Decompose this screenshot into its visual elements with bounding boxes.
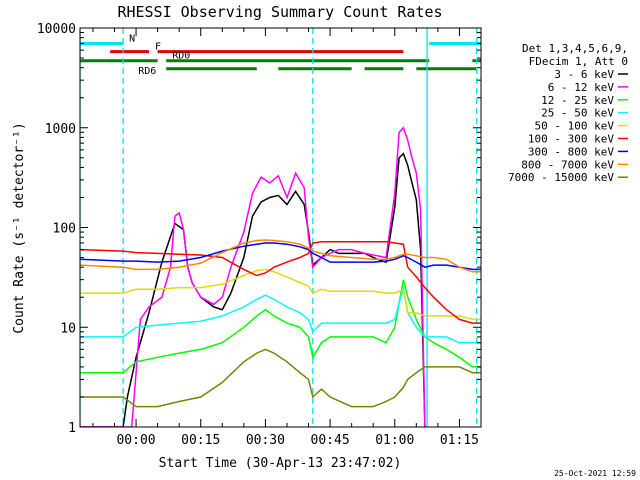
- legend-header: FDecim 1, Att 0: [529, 55, 628, 68]
- series-line: [80, 242, 481, 271]
- y-tick-label: 100: [53, 222, 76, 237]
- legend-entry: 800 - 7000 keV: [521, 158, 614, 171]
- x-tick-label: 00:15: [181, 433, 220, 448]
- legend-entry: 25 - 50 keV: [541, 107, 614, 120]
- legend-entry: 300 - 800 keV: [528, 145, 614, 158]
- series-line: [80, 152, 426, 427]
- flag-label: N: [129, 33, 135, 44]
- series-line: [80, 279, 481, 374]
- legend-entry: 6 - 12 keV: [548, 81, 615, 94]
- series-line: [80, 268, 481, 321]
- legend-header: Det 1,3,4,5,6,9,: [522, 42, 628, 55]
- series-line: [80, 239, 481, 273]
- legend-entry: 12 - 25 keV: [541, 94, 614, 107]
- series-line: [80, 126, 426, 427]
- y-tick-label: 10000: [37, 22, 76, 37]
- vertical-markers: [80, 28, 478, 427]
- x-tick-label: 00:30: [246, 433, 285, 448]
- series-line: [80, 348, 481, 408]
- x-tick-label: 01:00: [375, 433, 414, 448]
- flag-label: RD0: [172, 51, 190, 62]
- legend-entry: 7000 - 15000 keV: [508, 171, 614, 184]
- chart-title: RHESSI Observing Summary Count Rates: [117, 3, 442, 21]
- y-axis: 1 10 100 1000 10000: [37, 22, 481, 436]
- timestamp: 25-Oct-2021 12:59: [554, 469, 636, 478]
- y-tick-label: 10: [60, 321, 76, 336]
- y-tick-label: 1000: [45, 122, 76, 137]
- legend-entry: 100 - 300 keV: [528, 133, 614, 146]
- flag-label: RD6: [138, 66, 156, 77]
- series-line: [80, 287, 481, 344]
- y-axis-label: Count Rate (s⁻¹ detector⁻¹): [12, 122, 27, 333]
- x-axis: 00:00 00:15 00:30 00:45 01:00 01:15: [92, 28, 482, 448]
- y-tick-label: 1: [68, 421, 76, 436]
- x-tick-label: 01:15: [440, 433, 479, 448]
- flag-label: F: [155, 42, 161, 53]
- legend-entry: 3 - 6 keV: [554, 68, 614, 81]
- legend-entry: 50 - 100 keV: [535, 120, 615, 133]
- x-axis-label: Start Time (30-Apr-13 23:47:02): [159, 456, 402, 471]
- x-tick-label: 00:00: [116, 433, 155, 448]
- legend: Det 1,3,4,5,6,9,FDecim 1, Att 03 - 6 keV…: [508, 42, 628, 184]
- series-lines: [80, 126, 481, 427]
- observing-flags: N F RD0 RD6: [80, 33, 481, 77]
- series-line: [80, 240, 481, 324]
- x-tick-label: 00:45: [311, 433, 350, 448]
